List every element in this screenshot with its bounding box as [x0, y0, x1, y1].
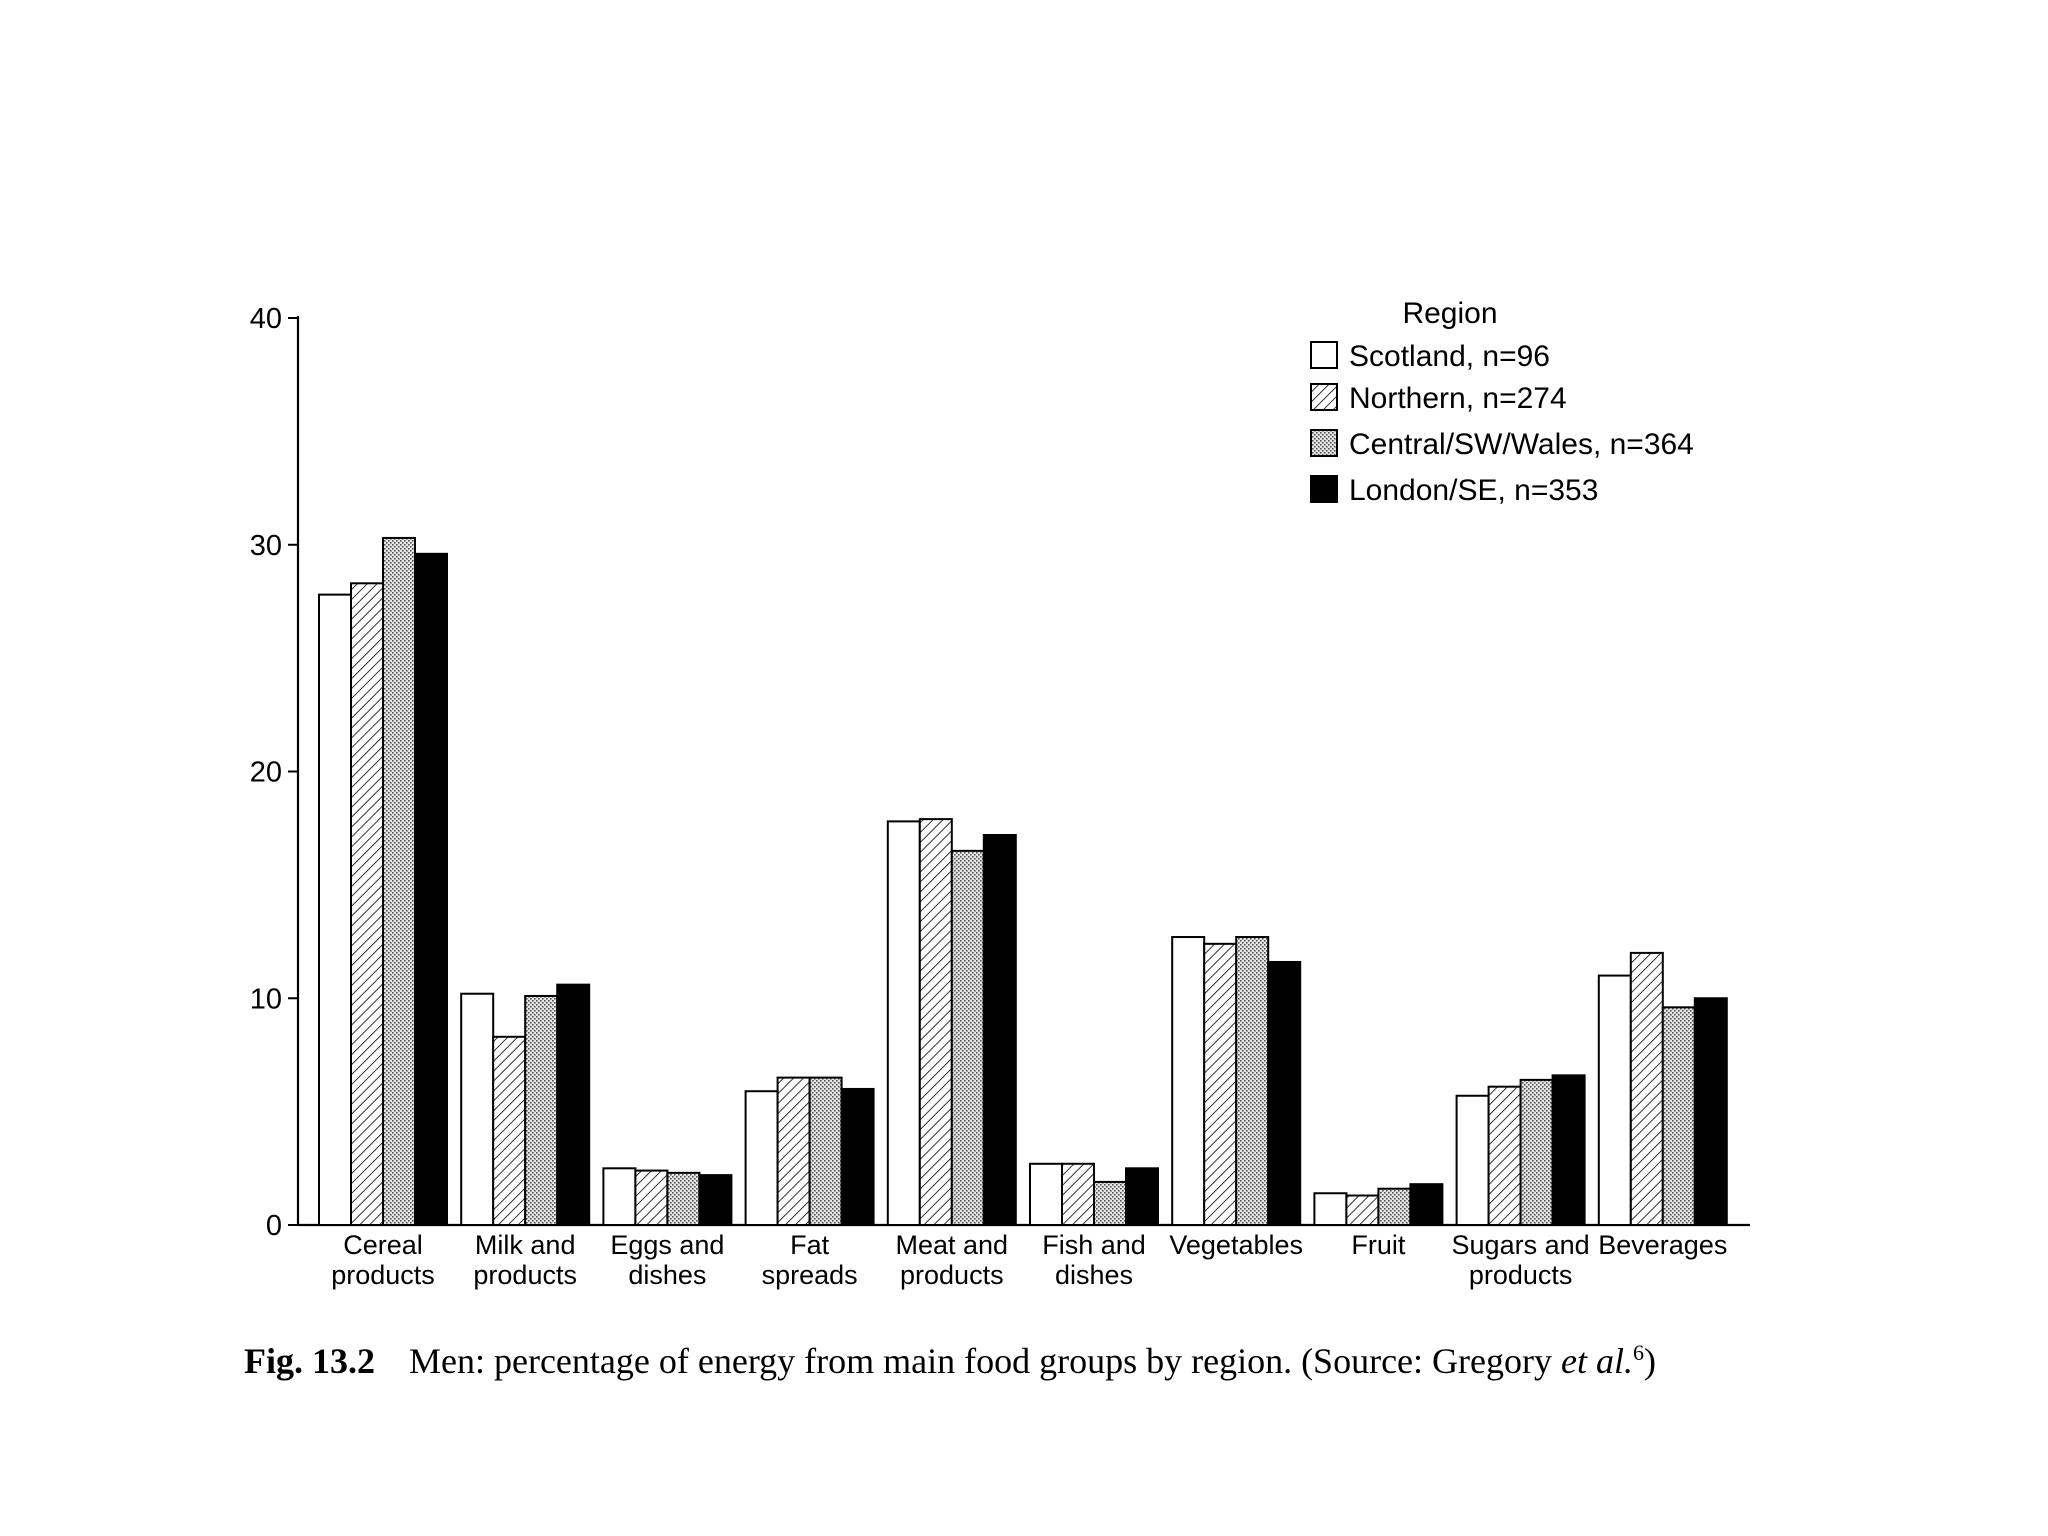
y-tick-label: 30 [250, 530, 282, 562]
bar-dots-3 [808, 1076, 843, 1227]
category-label: dishes [628, 1260, 706, 1290]
bar-dots-7 [1377, 1187, 1412, 1226]
bar-black-8 [1551, 1074, 1586, 1226]
legend-swatch-dots [1310, 429, 1338, 457]
caption-superscript: 6 [1632, 1340, 1644, 1365]
bar-hatch-6 [1203, 942, 1238, 1227]
bar-white-9 [1597, 974, 1632, 1227]
figure-caption: Fig. 13.2 Men: percentage of energy from … [244, 1340, 1944, 1382]
category-label: products [900, 1260, 1004, 1290]
bar-dots-8 [1519, 1078, 1554, 1226]
caption-text: Men: percentage of energy from main food… [409, 1341, 1561, 1381]
bar-white-6 [1171, 936, 1206, 1227]
bar-dots-4 [950, 849, 985, 1226]
category-label: dishes [1055, 1260, 1133, 1290]
bar-black-3 [840, 1087, 875, 1226]
legend-swatch-hatch [1310, 383, 1338, 411]
legend-swatch-white [1310, 341, 1338, 369]
bar-white-2 [602, 1167, 637, 1226]
category-label: Fish and [1042, 1230, 1146, 1260]
bar-dots-1 [524, 994, 559, 1226]
category-label: products [331, 1260, 435, 1290]
category-label: spreads [762, 1260, 858, 1290]
bar-dots-6 [1235, 936, 1270, 1227]
category-label: products [473, 1260, 577, 1290]
bar-black-9 [1693, 997, 1728, 1226]
y-tick-label: 0 [266, 1210, 282, 1242]
legend-title: Region [1402, 297, 1497, 330]
category-label: Cereal [343, 1230, 423, 1260]
caption-italic: et al. [1560, 1341, 1633, 1381]
bar-black-2 [698, 1174, 733, 1226]
bar-hatch-0 [350, 582, 384, 1226]
category-label: Eggs and [610, 1230, 724, 1260]
category-label: Sugars and [1452, 1230, 1590, 1260]
legend-entry: Scotland, n=96 [1349, 340, 1550, 373]
category-label: Meat and [896, 1230, 1009, 1260]
bar-black-7 [1409, 1183, 1444, 1227]
bar-hatch-3 [776, 1076, 811, 1227]
legend-entry: Central/SW/Wales, n=364 [1349, 428, 1694, 461]
bar-white-1 [460, 992, 495, 1227]
bar-hatch-7 [1345, 1194, 1380, 1226]
bar-black-0 [414, 552, 448, 1226]
legend-entry: London/SE, n=353 [1349, 474, 1598, 507]
legend: Region Scotland, n=96 Northern, n=274 Centr… [1310, 297, 1694, 507]
bar-black-6 [1267, 960, 1302, 1226]
bar-white-8 [1455, 1094, 1490, 1226]
bar-black-5 [1125, 1167, 1159, 1226]
bars-group [318, 536, 1728, 1227]
bar-white-7 [1313, 1192, 1348, 1227]
bar-hatch-9 [1629, 951, 1664, 1227]
category-label: Fat [790, 1230, 830, 1260]
category-label: products [1469, 1260, 1573, 1290]
bar-hatch-1 [492, 1035, 527, 1226]
y-tick-label: 40 [250, 303, 282, 335]
bar-white-0 [318, 593, 352, 1226]
y-tick-label: 10 [250, 983, 282, 1015]
category-label: Vegetables [1169, 1230, 1303, 1260]
figure-number: Fig. 13.2 [244, 1341, 375, 1381]
bar-hatch-4 [918, 818, 953, 1226]
bar-hatch-5 [1061, 1162, 1095, 1226]
bar-white-3 [744, 1090, 779, 1227]
bar-white-5 [1029, 1162, 1063, 1226]
category-label: Beverages [1598, 1230, 1727, 1260]
legend-entry: Northern, n=274 [1349, 382, 1567, 415]
bar-white-4 [886, 820, 921, 1226]
category-label: Fruit [1351, 1230, 1405, 1260]
bar-dots-0 [382, 536, 416, 1226]
bar-hatch-8 [1487, 1085, 1522, 1226]
legend-swatch-black [1310, 475, 1338, 503]
y-tick-label: 20 [250, 757, 282, 789]
bar-dots-9 [1661, 1006, 1696, 1226]
bar-hatch-2 [634, 1169, 669, 1226]
bar-dots-2 [666, 1171, 701, 1227]
caption-close: ) [1643, 1341, 1656, 1381]
bar-black-1 [556, 983, 591, 1227]
category-label: Milk and [475, 1230, 576, 1260]
bar-dots-5 [1093, 1180, 1127, 1226]
bar-black-4 [982, 833, 1017, 1226]
